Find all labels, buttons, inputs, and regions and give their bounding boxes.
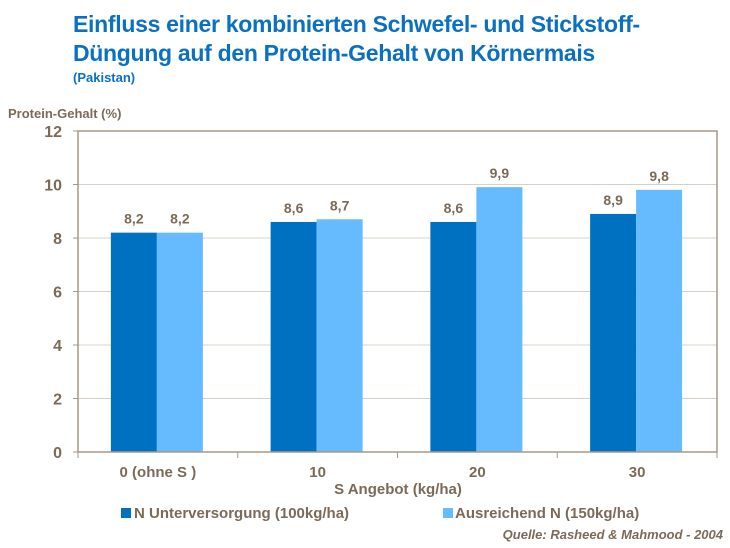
legend-swatch-0: [121, 508, 131, 518]
data-label: 8,7: [330, 197, 350, 213]
chart-title: Einfluss einer kombinierten Schwefel- un…: [73, 11, 640, 66]
legend-swatch-1: [443, 508, 453, 518]
y-tick-label: 6: [53, 285, 62, 302]
y-axis-label: Protein-Gehalt (%): [8, 106, 121, 121]
bar: [316, 219, 363, 452]
y-tick-label: 0: [53, 445, 62, 462]
x-tick-label: 20: [469, 464, 486, 481]
data-label: 8,2: [170, 211, 190, 227]
y-tick-label: 2: [53, 392, 62, 409]
data-label: 9,9: [490, 165, 510, 181]
chart-subtitle: (Pakistan): [73, 70, 136, 85]
data-label: 8,9: [603, 192, 623, 208]
y-tick-label: 4: [53, 338, 62, 355]
legend-label-0: N Unterversorgung (100kg/ha): [134, 505, 349, 522]
x-axis-label: S Angebot (kg/ha): [334, 481, 462, 498]
bar: [110, 232, 157, 452]
data-label: 9,8: [649, 168, 669, 184]
x-tick-label: 0 (ohne S ): [120, 464, 197, 481]
y-tick-label: 8: [53, 231, 62, 248]
bar: [156, 232, 203, 452]
y-tick-label: 10: [44, 178, 62, 195]
data-label: 8,6: [284, 200, 304, 216]
y-tick-label: 12: [44, 124, 62, 141]
bar: [476, 187, 523, 453]
data-label: 8,6: [444, 200, 464, 216]
x-tick-label: 30: [629, 464, 646, 481]
data-label: 8,2: [124, 211, 144, 227]
legend-label-1: Ausreichend N (150kg/ha): [455, 505, 639, 522]
bar: [430, 221, 477, 452]
bar: [270, 221, 317, 452]
bar: [590, 213, 637, 452]
legend: N Unterversorgung (100kg/ha) Ausreichend…: [121, 505, 639, 522]
source-note: Quelle: Rasheed & Mahmood - 2004: [503, 527, 724, 542]
bar: [636, 189, 683, 452]
x-tick-label: 10: [309, 464, 326, 481]
